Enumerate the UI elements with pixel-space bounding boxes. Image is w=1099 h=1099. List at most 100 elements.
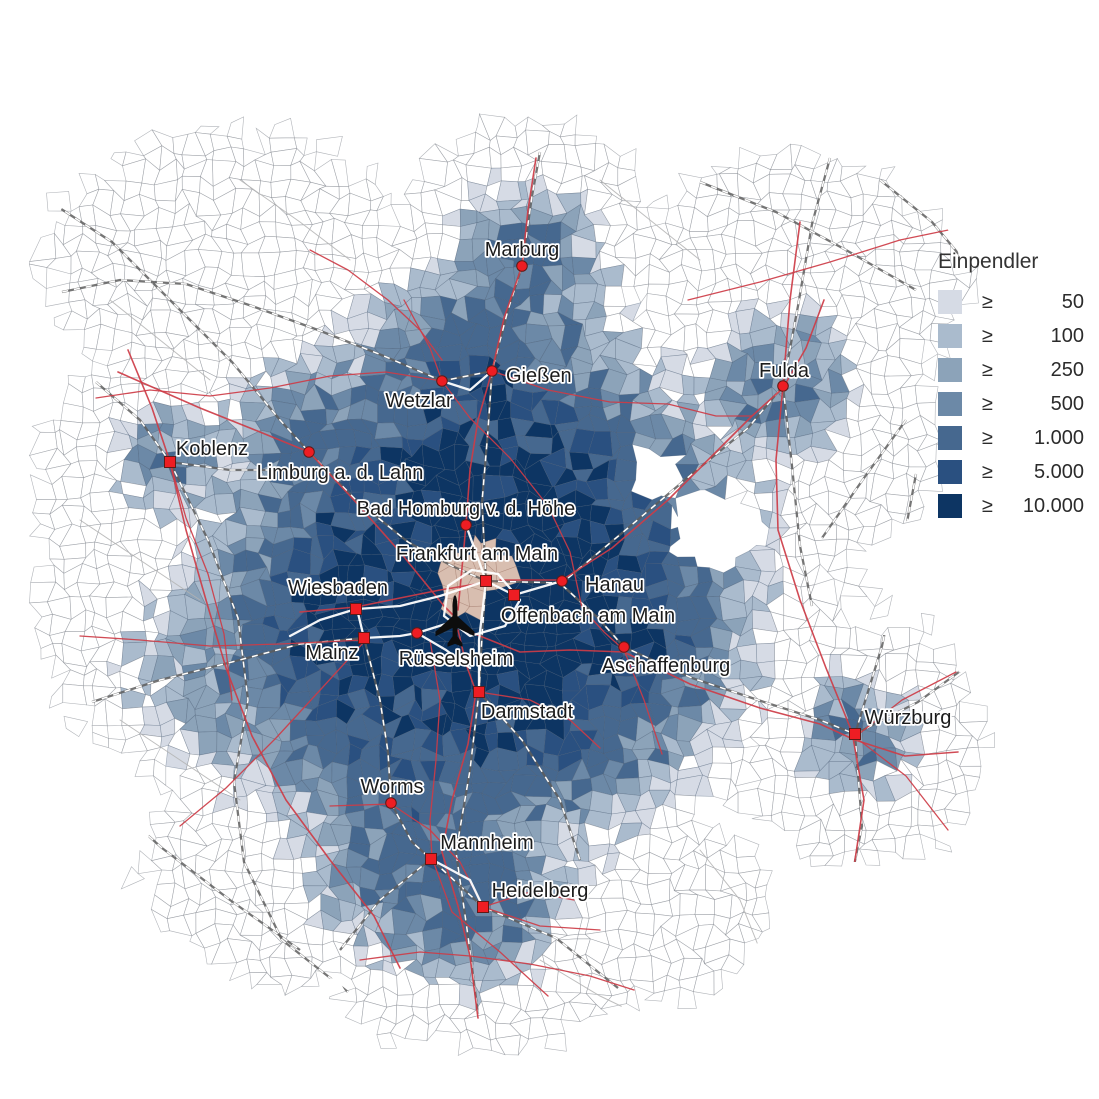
city-marker-square bbox=[480, 575, 492, 587]
municipality-cell bbox=[935, 839, 953, 853]
municipality-cell bbox=[76, 444, 98, 462]
municipality-cell bbox=[134, 759, 155, 777]
city-label-offenbach-am-main: Offenbach am Main bbox=[501, 605, 675, 627]
municipality-cell bbox=[588, 1004, 609, 1018]
municipality-cell bbox=[944, 808, 971, 826]
city-label-frankfurt-am-main: Frankfurt am Main bbox=[396, 543, 558, 565]
municipality-cell bbox=[255, 127, 272, 155]
municipality-cell bbox=[915, 642, 934, 663]
railway-dashes bbox=[308, 451, 487, 582]
municipality-cell bbox=[517, 1034, 529, 1056]
motorway bbox=[491, 370, 753, 417]
legend-class-row-0: ≥50 bbox=[938, 285, 1084, 319]
local-road bbox=[699, 849, 761, 951]
city-marker-circle bbox=[556, 575, 568, 587]
municipality-cell bbox=[48, 683, 64, 709]
municipality-cell bbox=[63, 715, 89, 738]
legend-swatch bbox=[938, 358, 962, 382]
municipality-cell bbox=[62, 683, 87, 706]
municipality-cell bbox=[932, 643, 957, 666]
legend-class-row-5: ≥5.000 bbox=[938, 455, 1084, 489]
motorway bbox=[499, 299, 825, 581]
municipality-cell bbox=[271, 869, 295, 889]
municipality-cell bbox=[121, 706, 145, 726]
motorway bbox=[299, 583, 477, 613]
motorway bbox=[79, 635, 365, 647]
municipality-cell bbox=[871, 518, 893, 546]
legend-class-row-6: ≥10.000 bbox=[938, 489, 1084, 523]
city-road bbox=[477, 579, 488, 694]
municipality-cell bbox=[676, 556, 698, 568]
railway-dashes bbox=[699, 181, 917, 291]
municipality-cell bbox=[615, 777, 641, 796]
city-label-gie-en: Gießen bbox=[506, 365, 572, 387]
city-road bbox=[288, 607, 358, 638]
city-label-bad-homburg-v-d-h-he: Bad Homburg v. d. Höhe bbox=[357, 498, 576, 520]
city-label-mainz: Mainz bbox=[305, 642, 358, 664]
municipality-cell bbox=[963, 774, 981, 792]
legend-operator: ≥ bbox=[982, 290, 993, 313]
municipality-cell bbox=[669, 526, 681, 548]
railway-dashes bbox=[339, 858, 432, 951]
city-label-marburg: Marburg bbox=[485, 239, 559, 261]
motorway bbox=[179, 641, 365, 827]
railway-dashes bbox=[95, 381, 349, 993]
city-label-wiesbaden: Wiesbaden bbox=[288, 577, 388, 599]
municipality-cell bbox=[468, 862, 491, 885]
city-mainz bbox=[358, 632, 370, 644]
municipality-cell bbox=[573, 283, 599, 305]
municipality-cell bbox=[920, 612, 935, 636]
municipality-cell bbox=[768, 168, 793, 175]
city-marker-square bbox=[425, 853, 437, 865]
railway-dashes bbox=[481, 151, 541, 582]
city-marker-circle bbox=[460, 519, 472, 531]
municipality-cell bbox=[850, 193, 864, 217]
city-worms bbox=[385, 797, 397, 809]
city-fulda bbox=[777, 380, 789, 392]
city-mannheim bbox=[425, 853, 437, 865]
city-label-heidelberg: Heidelberg bbox=[492, 880, 589, 902]
municipality-cell bbox=[540, 820, 560, 846]
city-road bbox=[440, 369, 494, 392]
motorway bbox=[429, 639, 549, 997]
municipality-cell bbox=[617, 148, 637, 171]
municipality-cell bbox=[544, 1032, 567, 1052]
municipality-cell bbox=[869, 594, 893, 620]
municipality-cell bbox=[902, 833, 926, 860]
city-label-worms: Worms bbox=[361, 776, 424, 798]
city-labels: Marburg Gießen Wetzlar Fulda Koblenz Limburg … bbox=[174, 237, 953, 903]
city-marker-circle bbox=[516, 260, 528, 272]
municipality-cell bbox=[834, 626, 852, 649]
city-marker-square bbox=[473, 686, 485, 698]
municipality-cell bbox=[765, 418, 787, 438]
city-bad-homburg-v-d-h-he bbox=[460, 519, 472, 531]
municipality-cell bbox=[422, 927, 443, 952]
legend-operator: ≥ bbox=[982, 460, 993, 483]
legend-swatch bbox=[938, 290, 962, 314]
municipality-cell bbox=[842, 452, 862, 473]
city-marburg bbox=[516, 260, 528, 272]
legend-swatch bbox=[938, 460, 962, 484]
legend: Einpendler ≥50 ≥100 ≥250 ≥500 ≥1.000 ≥5.000 ≥1… bbox=[938, 250, 1084, 523]
legend-operator: ≥ bbox=[982, 324, 993, 347]
municipality-cell bbox=[344, 1000, 365, 1025]
legend-rows: ≥50 ≥100 ≥250 ≥500 ≥1.000 ≥5.000 ≥10.000 bbox=[938, 285, 1084, 523]
municipality-cell bbox=[828, 654, 843, 678]
city-frankfurt-am-main bbox=[480, 575, 492, 587]
local-road bbox=[119, 719, 241, 801]
municipality-cell bbox=[156, 869, 176, 885]
city-label-r-sselsheim: Rüsselsheim bbox=[399, 648, 513, 670]
municipality-cell bbox=[917, 474, 943, 492]
railway-dashes bbox=[169, 461, 280, 471]
legend-class-row-1: ≥100 bbox=[938, 319, 1084, 353]
city-marker-circle bbox=[486, 365, 498, 377]
city-road bbox=[355, 579, 488, 611]
municipality-cell bbox=[424, 222, 443, 235]
city-label-hanau: Hanau bbox=[585, 574, 644, 596]
city-limburg-a-d-lahn bbox=[303, 446, 315, 458]
municipality-cell bbox=[767, 717, 789, 739]
motorway bbox=[127, 349, 401, 969]
municipality-cell bbox=[239, 623, 268, 652]
municipality-cell bbox=[613, 458, 638, 482]
municipality-cell bbox=[300, 856, 318, 874]
